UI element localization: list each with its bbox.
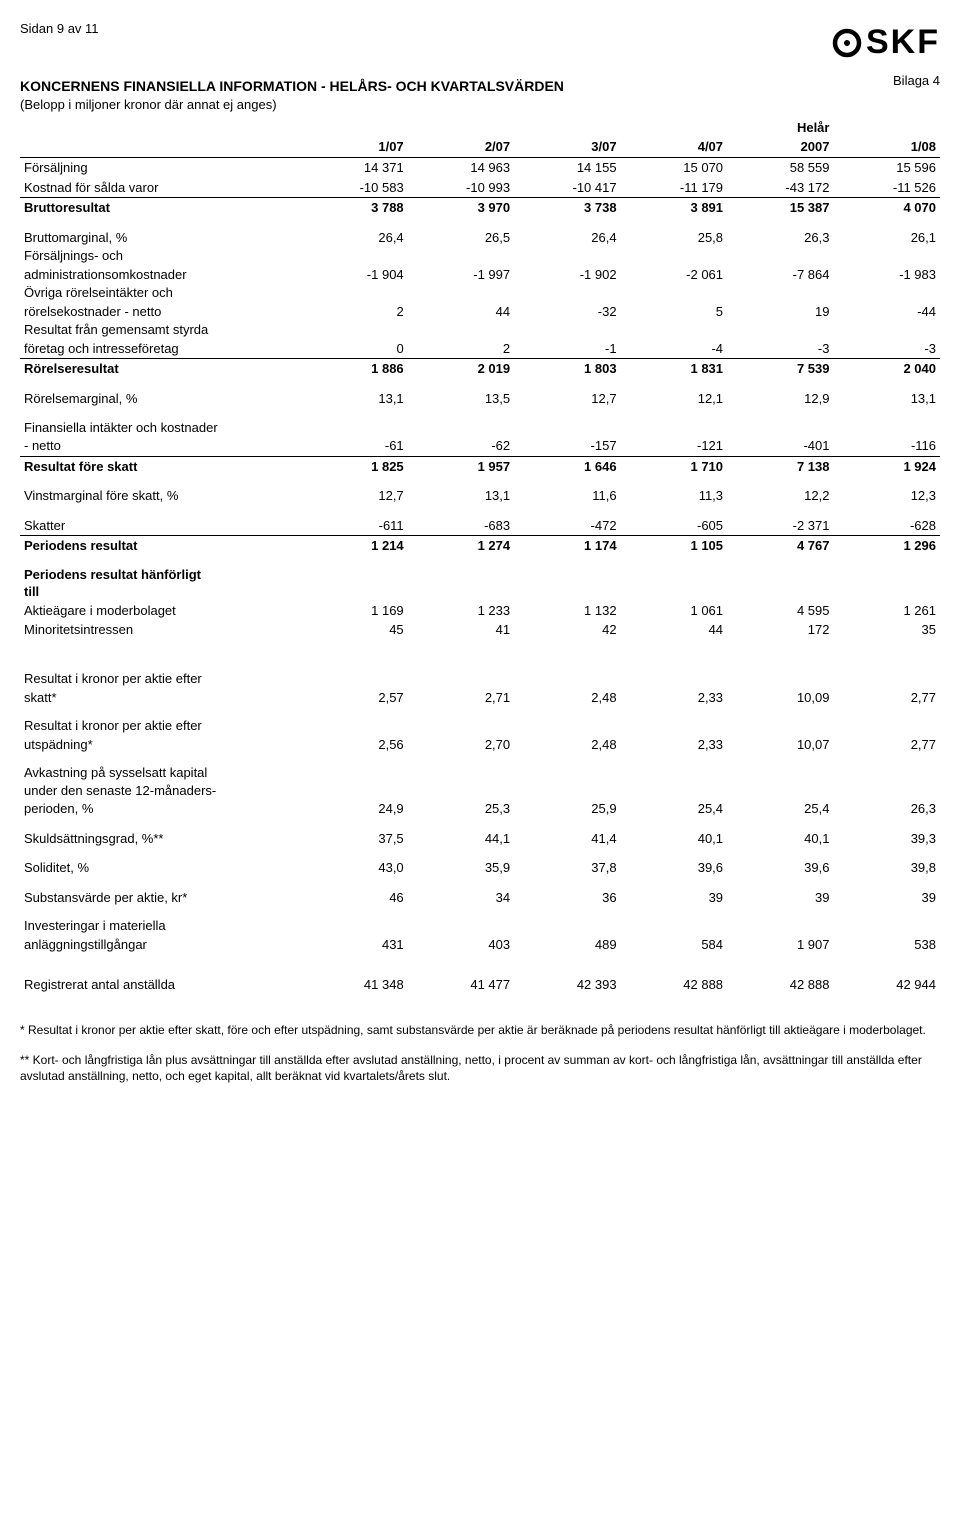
doc-subtitle: (Belopp i miljoner kronor där annat ej a… — [20, 96, 940, 114]
col-header: 1/07 2/07 3/07 4/07 2007 1/08 — [20, 137, 940, 157]
table-row: Periodens resultat hänförligt — [20, 566, 940, 584]
logo-text: SKF — [866, 20, 940, 66]
page-number: Sidan 9 av 11 — [20, 20, 99, 38]
table-row: Bruttoresultat3 7883 9703 7383 89115 387… — [20, 198, 940, 218]
table-row: Periodens resultat1 2141 2741 1741 1054 … — [20, 536, 940, 556]
col-5: 2007 — [727, 137, 833, 157]
table-row: - netto-61-62-157-121-401-116 — [20, 436, 940, 456]
table-row: Avkastning på sysselsatt kapital — [20, 764, 940, 782]
table-row: Aktieägare i moderbolaget1 1691 2331 132… — [20, 601, 940, 621]
footnotes: * Resultat i kronor per aktie efter skat… — [20, 1022, 940, 1085]
table-row: Skatter-611-683-472-605-2 371-628 — [20, 516, 940, 536]
table-row: Rörelseresultat1 8862 0191 8031 8317 539… — [20, 359, 940, 379]
table-row: rörelsekostnader - netto244-32519-44 — [20, 302, 940, 322]
table-row: Finansiella intäkter och kostnader — [20, 419, 940, 437]
table-row: Vinstmarginal före skatt, %12,713,111,61… — [20, 486, 940, 506]
skf-logo: SKF — [832, 20, 940, 66]
table-row: Resultat från gemensamt styrda — [20, 321, 940, 339]
footnote-1: * Resultat i kronor per aktie efter skat… — [20, 1022, 940, 1038]
table-row: Rörelsemarginal, %13,113,512,712,112,913… — [20, 389, 940, 409]
table-row: Försäljnings- och — [20, 247, 940, 265]
col-1: 1/07 — [301, 137, 407, 157]
doc-title: KONCERNENS FINANSIELLA INFORMATION - HEL… — [20, 77, 940, 96]
table-row: Bruttomarginal, %26,426,526,425,826,326,… — [20, 228, 940, 248]
table-row: till — [20, 583, 940, 601]
table-row: Soliditet, %43,035,937,839,639,639,8 — [20, 858, 940, 878]
table-row: utspädning*2,562,702,482,3310,072,77 — [20, 735, 940, 755]
col-header-top: Helår — [20, 118, 940, 138]
table-row: Resultat före skatt1 8251 9571 6461 7107… — [20, 456, 940, 476]
logo-icon — [832, 28, 862, 58]
table-row: Skuldsättningsgrad, %**37,544,141,440,14… — [20, 829, 940, 849]
col-4: 4/07 — [621, 137, 727, 157]
col-2: 2/07 — [408, 137, 514, 157]
page: Sidan 9 av 11 SKF Bilaga 4 KONCERNENS FI… — [0, 0, 960, 1139]
table-row: anläggningstillgångar4314034895841 90753… — [20, 935, 940, 955]
table-row: Substansvärde per aktie, kr*463436393939 — [20, 888, 940, 908]
table-row: Försäljning14 37114 96314 15515 07058 55… — [20, 157, 940, 177]
table-row: Resultat i kronor per aktie efter — [20, 717, 940, 735]
header: Sidan 9 av 11 SKF — [20, 20, 940, 66]
table-row: perioden, %24,925,325,925,425,426,3 — [20, 799, 940, 819]
table-row: under den senaste 12-månaders- — [20, 782, 940, 800]
table-row: Registrerat antal anställda41 34841 4774… — [20, 975, 940, 995]
table-row: Resultat i kronor per aktie efter — [20, 670, 940, 688]
col-6: 1/08 — [833, 137, 940, 157]
table-row: administrationsomkostnader-1 904-1 997-1… — [20, 265, 940, 285]
table-row: Kostnad för sålda varor-10 583-10 993-10… — [20, 178, 940, 198]
table-row: Investeringar i materiella — [20, 917, 940, 935]
table-row: Minoritetsintressen4541424417235 — [20, 620, 940, 640]
financial-table: Helår 1/07 2/07 3/07 4/07 2007 1/08 Förs… — [20, 118, 940, 994]
table-row: företag och intresseföretag02-1-4-3-3 — [20, 339, 940, 359]
col-helar: Helår — [727, 118, 833, 138]
table-row: Övriga rörelseintäkter och — [20, 284, 940, 302]
footnote-2: ** Kort- och långfristiga lån plus avsät… — [20, 1052, 940, 1084]
table-row: skatt*2,572,712,482,3310,092,77 — [20, 688, 940, 708]
col-3: 3/07 — [514, 137, 620, 157]
